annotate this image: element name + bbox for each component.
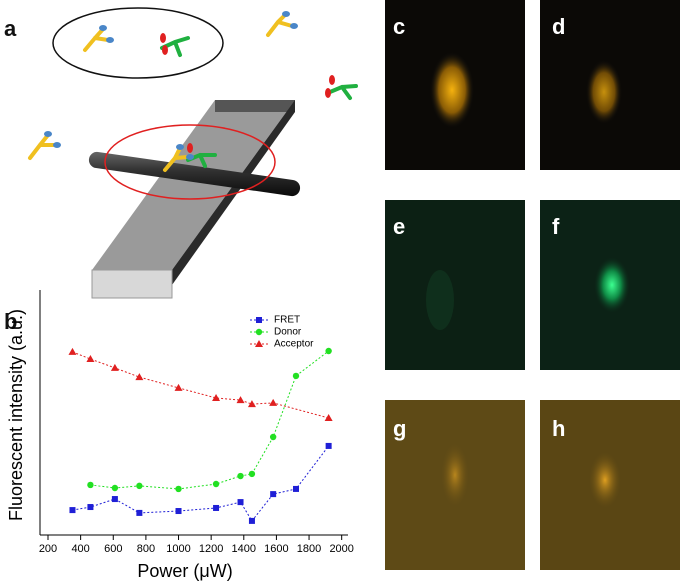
marker: [175, 508, 182, 515]
series-line: [72, 445, 330, 522]
x-tick-label: 1200: [199, 543, 223, 555]
legend-label: FRET: [274, 315, 300, 326]
legend-marker: [256, 317, 262, 323]
x-tick-label: 600: [104, 543, 122, 555]
marker: [270, 491, 277, 498]
x-tick-label: 2000: [329, 543, 353, 555]
marker: [237, 499, 244, 506]
panel-label: c: [393, 14, 405, 39]
panel-label: e: [393, 214, 405, 239]
series-line: [72, 351, 329, 419]
marker: [248, 470, 256, 478]
panel-label: b: [4, 309, 17, 334]
marker: [212, 393, 221, 401]
marker: [174, 383, 183, 391]
marker: [269, 433, 277, 441]
marker: [248, 517, 255, 524]
x-tick-label: 200: [39, 543, 57, 555]
legend-label: Acceptor: [274, 339, 314, 350]
marker: [111, 496, 118, 503]
marker: [247, 400, 256, 408]
marker: [293, 485, 299, 492]
x-tick-label: 800: [137, 543, 155, 555]
panel-labels: a b: [4, 16, 17, 334]
marker: [136, 482, 143, 490]
chart: Power (μW) Fluorescent intensity (a.u.) …: [6, 290, 354, 581]
x-axis-label: Power (μW): [137, 561, 232, 581]
panel-label: a: [4, 16, 17, 41]
marker: [237, 472, 244, 480]
marker: [110, 363, 119, 371]
panel-label: g: [393, 416, 406, 441]
micrographs: [385, 0, 680, 570]
marker: [175, 485, 182, 493]
marker: [269, 398, 278, 406]
x-tick-label: 400: [71, 543, 89, 555]
marker: [325, 347, 332, 355]
marker: [213, 504, 220, 511]
marker: [69, 507, 76, 514]
marker: [135, 373, 144, 381]
marker: [68, 347, 77, 355]
marker: [111, 484, 119, 492]
x-tick-label: 1800: [297, 543, 321, 555]
y-axis-label: Fluorescent intensity (a.u.): [6, 309, 26, 521]
legend-marker: [255, 340, 263, 347]
series-line: [90, 350, 329, 490]
marker: [236, 396, 245, 404]
marker: [325, 442, 332, 449]
legend-marker: [255, 328, 263, 336]
x-tick-label: 1400: [232, 543, 256, 555]
marker: [136, 509, 143, 516]
marker: [292, 372, 300, 380]
legend-label: Donor: [274, 327, 302, 338]
panel-label: f: [552, 214, 560, 239]
marker: [324, 413, 333, 421]
marker: [86, 354, 95, 362]
x-tick-label: 1000: [166, 543, 190, 555]
illustration: [28, 7, 358, 299]
marker: [212, 480, 220, 488]
panel-label: h: [552, 416, 565, 441]
x-tick-label: 1600: [264, 543, 288, 555]
panel-label: d: [552, 14, 565, 39]
marker: [87, 504, 94, 511]
marker: [87, 481, 94, 489]
